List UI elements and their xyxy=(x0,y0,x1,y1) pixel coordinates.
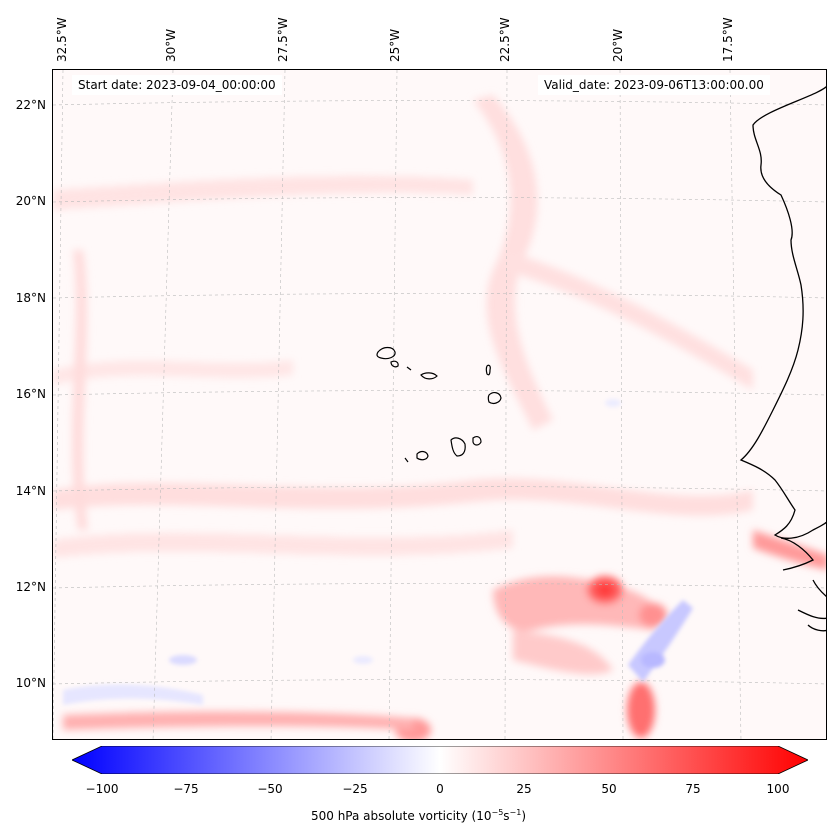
vorticity-field xyxy=(53,70,826,739)
cape-verde-islands xyxy=(376,346,502,463)
lon-label-20w: 20°W xyxy=(611,28,625,62)
lat-label-16n: 16°N xyxy=(15,387,46,401)
coastline xyxy=(739,85,826,632)
valid-date-label: Valid_date: 2023-09-06T13:00:00.00 xyxy=(538,75,770,95)
lon-label-17.5w: 17.5°W xyxy=(721,17,735,62)
colorbar-tick-label: 100 xyxy=(766,782,790,796)
colorbar-title: 500 hPa absolute vorticity (10−5s−1) xyxy=(310,808,527,823)
negative-vorticity-shading xyxy=(63,399,693,705)
colorbar xyxy=(72,746,808,774)
lon-label-27.5w: 27.5°W xyxy=(276,17,290,62)
colorbar-tick-label: 50 xyxy=(601,782,617,796)
gridlines xyxy=(53,70,826,739)
colorbar-tick-label: 25 xyxy=(516,782,532,796)
lat-label-12n: 12°N xyxy=(15,580,46,594)
colorbar-tick-label: −50 xyxy=(257,782,283,796)
map-panel[interactable] xyxy=(52,69,827,740)
colorbar-tick-label: 75 xyxy=(685,782,701,796)
lon-label-25w: 25°W xyxy=(388,28,402,62)
colorbar-tick-label: −75 xyxy=(173,782,199,796)
lon-label-22.5w: 22.5°W xyxy=(498,17,512,62)
lat-label-18n: 18°N xyxy=(15,291,46,305)
start-date-label: Start date: 2023-09-04_00:00:00 xyxy=(72,75,282,95)
colorbar-tick-label: 0 xyxy=(436,782,444,796)
lon-label-30w: 30°W xyxy=(164,28,178,62)
colorbar-tick-label: −25 xyxy=(342,782,368,796)
lat-label-14n: 14°N xyxy=(15,484,46,498)
lon-label-32.5w: 32.5°W xyxy=(55,17,69,62)
lat-label-20n: 20°N xyxy=(15,194,46,208)
lat-label-10n: 10°N xyxy=(15,676,46,690)
lat-label-22n: 22°N xyxy=(15,98,46,112)
colorbar-tick-label: −100 xyxy=(85,782,119,796)
